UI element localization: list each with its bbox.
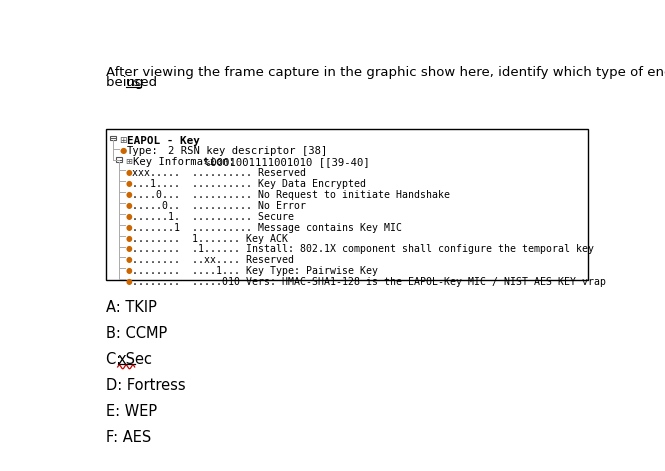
Text: ●: ● — [126, 277, 132, 286]
Text: EAPOL - Key: EAPOL - Key — [127, 136, 200, 146]
Text: D: Fortress: D: Fortress — [106, 378, 186, 393]
Text: ........  .....010 Vers: HMAC-SHA1-128 is the EAPOL-Key MIC / NIST AES KEY vrap: ........ .....010 Vers: HMAC-SHA1-128 is… — [132, 277, 606, 287]
Text: ●: ● — [126, 234, 132, 243]
Text: ......1.  .......... Secure: ......1. .......... Secure — [132, 212, 293, 222]
Text: ........  1....... Key ACK: ........ 1....... Key ACK — [132, 234, 287, 244]
Text: ●: ● — [126, 190, 132, 199]
Text: ●: ● — [126, 244, 132, 253]
Text: xSec: xSec — [118, 352, 153, 367]
Text: .......1  .......... Message contains Key MIC: .......1 .......... Message contains Key… — [132, 223, 402, 233]
Text: ●: ● — [126, 223, 132, 232]
Text: ●: ● — [119, 146, 126, 155]
FancyBboxPatch shape — [116, 157, 122, 162]
FancyBboxPatch shape — [106, 129, 589, 280]
Text: ●: ● — [126, 255, 132, 264]
Text: Key Information:: Key Information: — [132, 157, 235, 167]
Text: C:: C: — [106, 352, 126, 367]
Text: used: used — [126, 76, 158, 89]
Text: ........  ..xx.... Reserved: ........ ..xx.... Reserved — [132, 255, 293, 265]
FancyBboxPatch shape — [110, 136, 116, 140]
Text: .....0..  .......... No Error: .....0.. .......... No Error — [132, 201, 306, 211]
Text: ●: ● — [126, 179, 132, 188]
Text: F: AES: F: AES — [106, 430, 152, 445]
Text: A: TKIP: A: TKIP — [106, 300, 157, 315]
Text: After viewing the frame capture in the graphic show here, identify which type of: After viewing the frame capture in the g… — [106, 65, 665, 79]
Text: being: being — [106, 76, 148, 89]
Text: ●: ● — [126, 266, 132, 275]
Text: xxx.....  .......... Reserved: xxx..... .......... Reserved — [132, 168, 306, 178]
Text: ........  .1...... Install: 802.1X component shall configure the temporal key: ........ .1...... Install: 802.1X compon… — [132, 244, 594, 254]
Text: Type:: Type: — [127, 146, 159, 156]
Text: 2 RSN key descriptor [38]: 2 RSN key descriptor [38] — [168, 146, 328, 156]
Text: ●: ● — [126, 201, 132, 210]
Text: E: WEP: E: WEP — [106, 404, 158, 419]
Text: ...1....  .......... Key Data Encrypted: ...1.... .......... Key Data Encrypted — [132, 179, 366, 189]
Text: ....0...  .......... No Request to initiate Handshake: ....0... .......... No Request to initia… — [132, 190, 450, 200]
Text: ●: ● — [126, 212, 132, 221]
Text: B: CCMP: B: CCMP — [106, 325, 168, 341]
Text: %0001001111001010 [[39-40]: %0001001111001010 [[39-40] — [204, 157, 370, 167]
Text: ........  ....1... Key Type: Pairwise Key: ........ ....1... Key Type: Pairwise Key — [132, 266, 378, 276]
Text: ⊞: ⊞ — [119, 136, 127, 145]
Text: ●: ● — [126, 168, 132, 177]
Text: ⊞: ⊞ — [126, 157, 132, 166]
